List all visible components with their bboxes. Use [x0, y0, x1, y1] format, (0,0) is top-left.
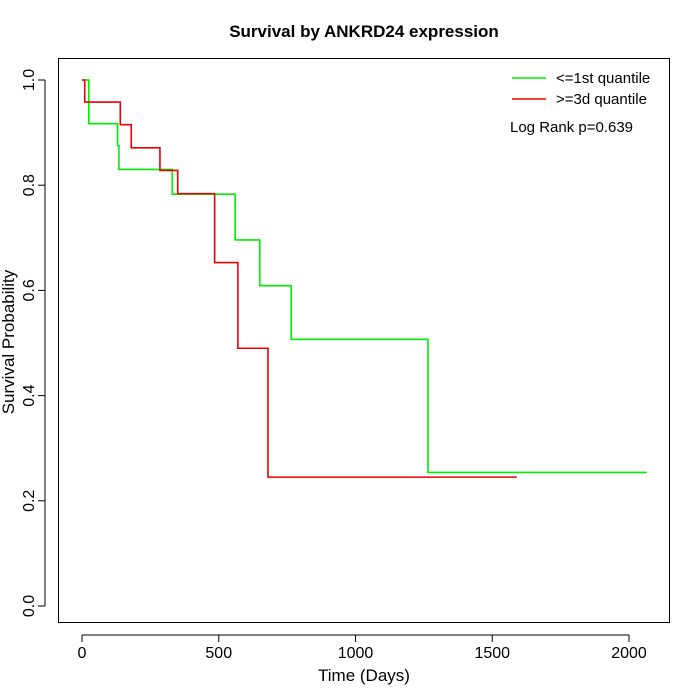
- legend: <=1st quantile >=3d quantile: [512, 70, 650, 108]
- x-tick-label: 2000: [611, 645, 647, 662]
- y-tick-label: 0.2: [21, 490, 38, 512]
- y-tick-label: 0.4: [21, 384, 38, 406]
- survival-curve-2: [82, 79, 517, 478]
- x-tick-label: 1000: [338, 645, 374, 662]
- chart-title: Survival by ANKRD24 expression: [229, 22, 499, 41]
- y-tick-label: 0.8: [21, 174, 38, 196]
- x-tick-label: 500: [205, 645, 232, 662]
- y-axis: 0.0 0.2 0.4 0.6 0.8 1.0: [21, 69, 46, 617]
- legend-label-1: <=1st quantile: [556, 70, 650, 87]
- series-layer: [82, 79, 647, 478]
- x-tick-label: 1500: [474, 645, 510, 662]
- legend-label-2: >=3d quantile: [556, 91, 647, 108]
- log-rank-annotation: Log Rank p=0.639: [510, 119, 633, 136]
- y-tick-label: 0.6: [21, 279, 38, 301]
- y-axis-label: Survival Probability: [0, 269, 18, 414]
- plot-frame: [58, 58, 670, 623]
- y-tick-label: 1.0: [21, 69, 38, 91]
- y-tick-label: 0.0: [21, 595, 38, 617]
- survival-curve-1: [82, 79, 647, 474]
- x-axis: 0 500 1000 1500 2000: [78, 634, 647, 662]
- x-axis-label: Time (Days): [318, 666, 410, 685]
- x-tick-label: 0: [78, 645, 87, 662]
